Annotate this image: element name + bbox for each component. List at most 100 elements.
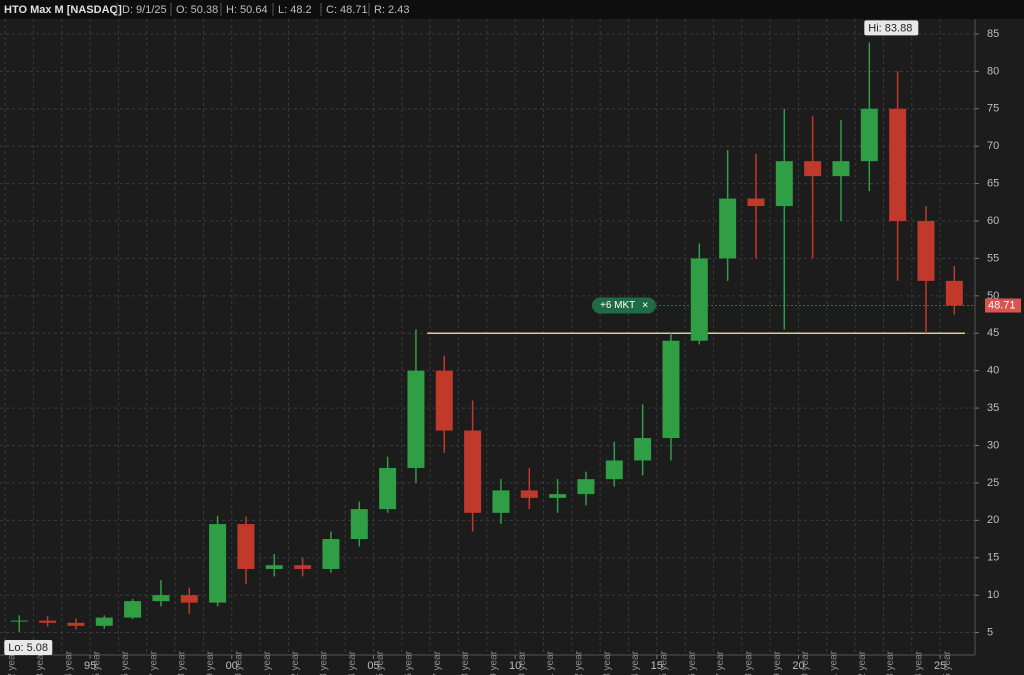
x-tick-label: 15 xyxy=(651,660,663,672)
y-tick-label: 65 xyxy=(987,178,999,190)
x-tick-label: 20 xyxy=(792,660,804,672)
candle-body xyxy=(860,108,878,162)
candle-body xyxy=(67,622,85,626)
y-tick-label: 75 xyxy=(987,103,999,115)
candle-body xyxy=(407,370,425,468)
y-tick-label: 85 xyxy=(987,28,999,40)
candle-body xyxy=(152,595,170,602)
y-tick-label: 80 xyxy=(987,65,999,77)
y-tick-label: 5 xyxy=(987,626,993,638)
y-tick-label: 15 xyxy=(987,552,999,564)
candle-body xyxy=(719,198,737,259)
y-tick-label: 20 xyxy=(987,514,999,526)
year-label: 1996 year xyxy=(120,650,131,675)
year-label: 2001 year xyxy=(262,650,273,675)
candle-body xyxy=(520,490,538,498)
y-tick-label: 70 xyxy=(987,140,999,152)
x-tick-label: 10 xyxy=(509,660,521,672)
candle-body xyxy=(124,601,142,618)
candle-body xyxy=(577,479,595,495)
header-bar xyxy=(0,0,1024,19)
y-tick-label: 35 xyxy=(987,402,999,414)
header-info: C: 48.71 xyxy=(326,4,368,16)
year-label: 1993 year xyxy=(35,650,46,675)
year-label: 2019 year xyxy=(772,650,783,675)
year-label: 2006 year xyxy=(403,650,414,675)
price-tag xyxy=(985,298,1021,313)
header-info: H: 50.64 xyxy=(226,4,268,16)
year-label: 2023 year xyxy=(885,650,896,675)
year-label: 2011 year xyxy=(545,650,556,675)
year-label: 2004 year xyxy=(347,650,358,675)
year-label: 2015 year xyxy=(658,650,669,675)
candle-body xyxy=(464,430,482,513)
candle-body xyxy=(237,524,255,569)
candle-body xyxy=(747,198,765,207)
y-tick-label: 30 xyxy=(987,439,999,451)
candle-body xyxy=(322,539,340,569)
year-label: 1994 year xyxy=(63,650,74,675)
year-label: 2008 year xyxy=(460,650,471,675)
y-tick-label: 40 xyxy=(987,365,999,377)
candle-body xyxy=(605,460,623,480)
symbol[interactable]: HTO Max M [NASDAQ] xyxy=(4,4,122,16)
year-label: 1992 year xyxy=(7,650,18,675)
year-label: 2000 year xyxy=(233,650,244,675)
year-label: 2016 year xyxy=(687,650,698,675)
order-label[interactable]: +6 MKT xyxy=(600,300,635,311)
year-label: 2013 year xyxy=(602,650,613,675)
year-label: 1997 year xyxy=(148,650,159,675)
year-label: 2005 year xyxy=(375,650,386,675)
year-label: 2018 year xyxy=(743,650,754,675)
candle-body xyxy=(549,494,567,498)
y-tick-label: 60 xyxy=(987,215,999,227)
header-info: D: 9/1/25 xyxy=(122,4,167,16)
candle-body xyxy=(775,161,793,207)
candle-body xyxy=(379,467,397,510)
year-label: 2010 year xyxy=(517,650,528,675)
year-label: 1998 year xyxy=(177,650,188,675)
candle-body xyxy=(917,221,935,281)
year-label: 2014 year xyxy=(630,650,641,675)
year-label: 2009 year xyxy=(488,650,499,675)
candle-body xyxy=(39,620,57,623)
lo-box xyxy=(4,639,53,655)
candle-body xyxy=(832,161,850,177)
header-info: R: 2.43 xyxy=(374,4,409,16)
year-label: 2002 year xyxy=(290,650,301,675)
header-info: L: 48.2 xyxy=(278,4,312,16)
candle-body xyxy=(180,595,198,603)
lo-label: Lo: 5.08 xyxy=(8,642,48,654)
hi-box xyxy=(864,20,919,36)
candle-body xyxy=(889,108,907,222)
x-tick-label: 00 xyxy=(226,660,238,672)
candle-body xyxy=(294,565,312,569)
year-label: 2020 year xyxy=(800,650,811,675)
y-tick-label: 55 xyxy=(987,252,999,264)
x-tick-label: 25 xyxy=(934,660,946,672)
year-label: 2025 year xyxy=(942,650,953,675)
year-label: 2021 year xyxy=(828,650,839,675)
price-tag-label: 48.71 xyxy=(988,299,1016,311)
candle-body xyxy=(690,258,708,341)
year-label: 2017 year xyxy=(715,650,726,675)
candle-body xyxy=(350,509,368,540)
year-label: 1999 year xyxy=(205,650,216,675)
candle-body xyxy=(435,370,453,431)
header-info: O: 50.38 xyxy=(176,4,218,16)
order-cancel[interactable]: × xyxy=(642,299,648,311)
candle-body xyxy=(662,340,680,439)
candle-body xyxy=(492,490,510,513)
candle-body xyxy=(804,161,822,177)
year-label: 2024 year xyxy=(913,650,924,675)
candle-body xyxy=(634,438,652,461)
y-tick-label: 45 xyxy=(987,327,999,339)
year-label: 2007 year xyxy=(432,650,443,675)
candle-body xyxy=(95,617,113,626)
x-tick-label: 95 xyxy=(84,660,96,672)
year-label: 1995 year xyxy=(92,650,103,675)
order-tag[interactable] xyxy=(592,297,656,314)
candle-body xyxy=(209,524,227,603)
